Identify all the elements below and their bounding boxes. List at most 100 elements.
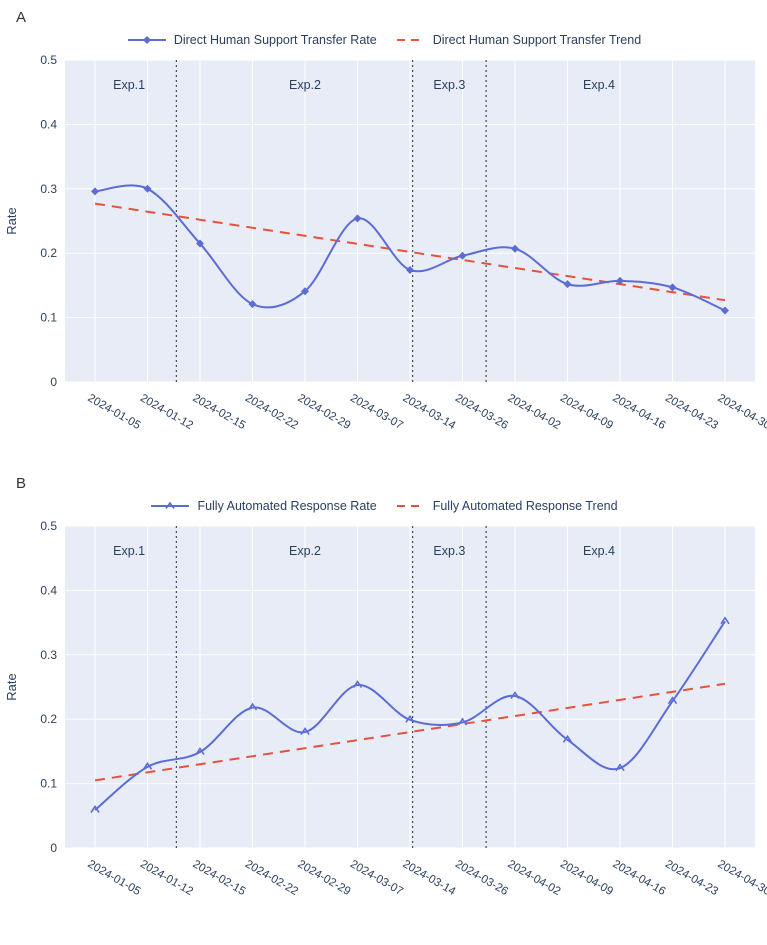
y-tick-label: 0.3 (40, 182, 57, 196)
experiment-dividers (175, 526, 487, 848)
diamond-marker-icon (721, 306, 729, 315)
y-tick-label: 0.4 (40, 117, 57, 131)
y-tick-label: 0.5 (40, 53, 57, 67)
y-tick-label: 0 (50, 375, 57, 389)
experiment-label: Exp.3 (433, 78, 465, 92)
panel-a-legend: Direct Human Support Transfer Rate Direc… (0, 28, 767, 52)
x-tick-label: 2024-03-07 (348, 392, 405, 432)
diamond-marker-icon (563, 280, 572, 289)
caret-marker-icon (562, 734, 573, 743)
experiment-label: Exp.1 (113, 544, 145, 558)
diamond-marker-icon (248, 300, 257, 309)
series-markers (90, 616, 730, 813)
experiment-label: Exp.2 (289, 544, 321, 558)
x-tick-label: 2024-03-14 (401, 392, 458, 432)
y-tick-label: 0.1 (40, 777, 57, 791)
figure-page: A Direct Human Support Transfer Rate Dir… (0, 0, 767, 922)
x-tick-label: 2024-04-30 (716, 392, 767, 432)
x-tick-label: 2024-04-30 (716, 858, 767, 898)
caret-marker-icon (667, 696, 678, 705)
panel-a-label: A (16, 9, 27, 26)
line-caret-sample-icon (151, 501, 190, 509)
experiment-label: Exp.3 (433, 544, 465, 558)
diamond-marker-icon (406, 265, 414, 274)
x-tick-label: 2024-04-16 (611, 392, 668, 432)
panel-b: B Fully Automated Response Rate Fully Au… (0, 466, 767, 922)
y-tick-label: 0 (50, 841, 57, 855)
diamond-marker-icon (353, 214, 362, 223)
x-tick-label: 2024-03-26 (453, 392, 510, 432)
trend-line (94, 682, 726, 782)
chart-a: Exp.1 Exp.2 Exp.3 Exp.4 0 0.1 0.2 0.3 0.4 0.5 Rate… (4, 53, 767, 432)
x-tick-label: 2024-02-29 (296, 392, 353, 432)
y-tick-label: 0.4 (40, 583, 57, 597)
legend-label: Fully Automated Response Trend (432, 499, 618, 513)
diamond-marker-icon (301, 287, 309, 296)
diamond-marker-icon (196, 239, 204, 248)
experiment-label: Exp.1 (113, 78, 145, 92)
y-tick-label: 0.3 (40, 648, 57, 662)
legend-label: Fully Automated Response Rate (197, 499, 377, 513)
experiment-label: Exp.4 (583, 78, 615, 92)
diamond-marker-icon (511, 244, 519, 253)
x-tick-label: 2024-02-15 (191, 392, 248, 432)
x-tick-label: 2024-03-26 (453, 858, 510, 898)
x-tick-label: 2024-04-23 (663, 858, 720, 898)
diamond-marker-icon (668, 283, 677, 292)
dashed-line-sample-icon (396, 39, 425, 41)
diamond-marker-icon (91, 187, 99, 196)
x-tick-label: 2024-01-05 (86, 858, 143, 898)
y-tick-label: 0.1 (40, 311, 57, 325)
y-axis-title: Rate (4, 207, 19, 234)
x-tick-label: 2024-01-12 (138, 858, 195, 898)
diamond-marker-icon (143, 184, 152, 193)
legend-item-rate[interactable]: Fully Automated Response Rate (149, 499, 377, 513)
caret-marker-icon (615, 763, 625, 772)
x-tick-label: 2024-03-07 (348, 858, 405, 898)
x-tick-label: 2024-02-22 (243, 392, 300, 432)
x-tick-label: 2024-04-02 (506, 392, 563, 432)
caret-marker-icon (405, 714, 415, 723)
legend-item-trend[interactable]: Direct Human Support Transfer Trend (395, 33, 641, 47)
x-tick-label: 2024-01-05 (86, 392, 143, 432)
x-tick-label: 2024-03-14 (401, 858, 458, 898)
experiment-label: Exp.4 (583, 544, 615, 558)
x-tick-label: 2024-04-02 (506, 858, 563, 898)
caret-marker-icon (457, 717, 468, 726)
caret-marker-icon (90, 805, 100, 813)
y-tick-label: 0.2 (40, 712, 57, 726)
caret-marker-icon (720, 616, 730, 625)
chart-b: Exp.1 Exp.2 Exp.3 Exp.4 0 0.1 0.2 0.3 0.4 0.5 Rate… (4, 519, 767, 898)
x-tick-label: 2024-04-09 (558, 858, 615, 898)
gridlines (65, 525, 755, 849)
gridlines (65, 59, 755, 383)
x-tick-label: 2024-04-16 (611, 858, 668, 898)
legend-item-trend[interactable]: Fully Automated Response Trend (395, 499, 618, 513)
caret-marker-icon (142, 761, 153, 770)
experiment-dividers (175, 60, 487, 382)
legend-label: Direct Human Support Transfer Trend (432, 33, 642, 47)
diamond-marker-icon (616, 276, 624, 285)
legend-label: Direct Human Support Transfer Rate (173, 33, 377, 47)
x-tick-label: 2024-04-09 (558, 392, 615, 432)
series-markers (91, 184, 729, 315)
panel-b-legend: Fully Automated Response Rate Fully Auto… (0, 494, 767, 518)
caret-marker-icon (195, 747, 205, 755)
diamond-marker-icon (458, 251, 467, 260)
y-axis-title: Rate (4, 673, 19, 700)
y-tick-label: 0.5 (40, 519, 57, 533)
caret-marker-icon (247, 702, 258, 711)
dashed-line-sample-icon (396, 505, 425, 507)
series-line (94, 620, 726, 811)
x-tick-label: 2024-02-22 (243, 858, 300, 898)
caret-marker-icon (352, 680, 363, 689)
panel-a: A Direct Human Support Transfer Rate Dir… (0, 0, 767, 456)
caret-marker-icon (300, 727, 310, 736)
x-tick-label: 2024-02-15 (191, 858, 248, 898)
caret-marker-icon (510, 691, 520, 699)
panel-b-label: B (16, 475, 27, 492)
x-tick-label: 2024-02-29 (296, 858, 353, 898)
legend-item-rate[interactable]: Direct Human Support Transfer Rate (126, 33, 377, 47)
x-tick-label: 2024-01-12 (138, 392, 195, 432)
x-tick-label: 2024-04-23 (663, 392, 720, 432)
